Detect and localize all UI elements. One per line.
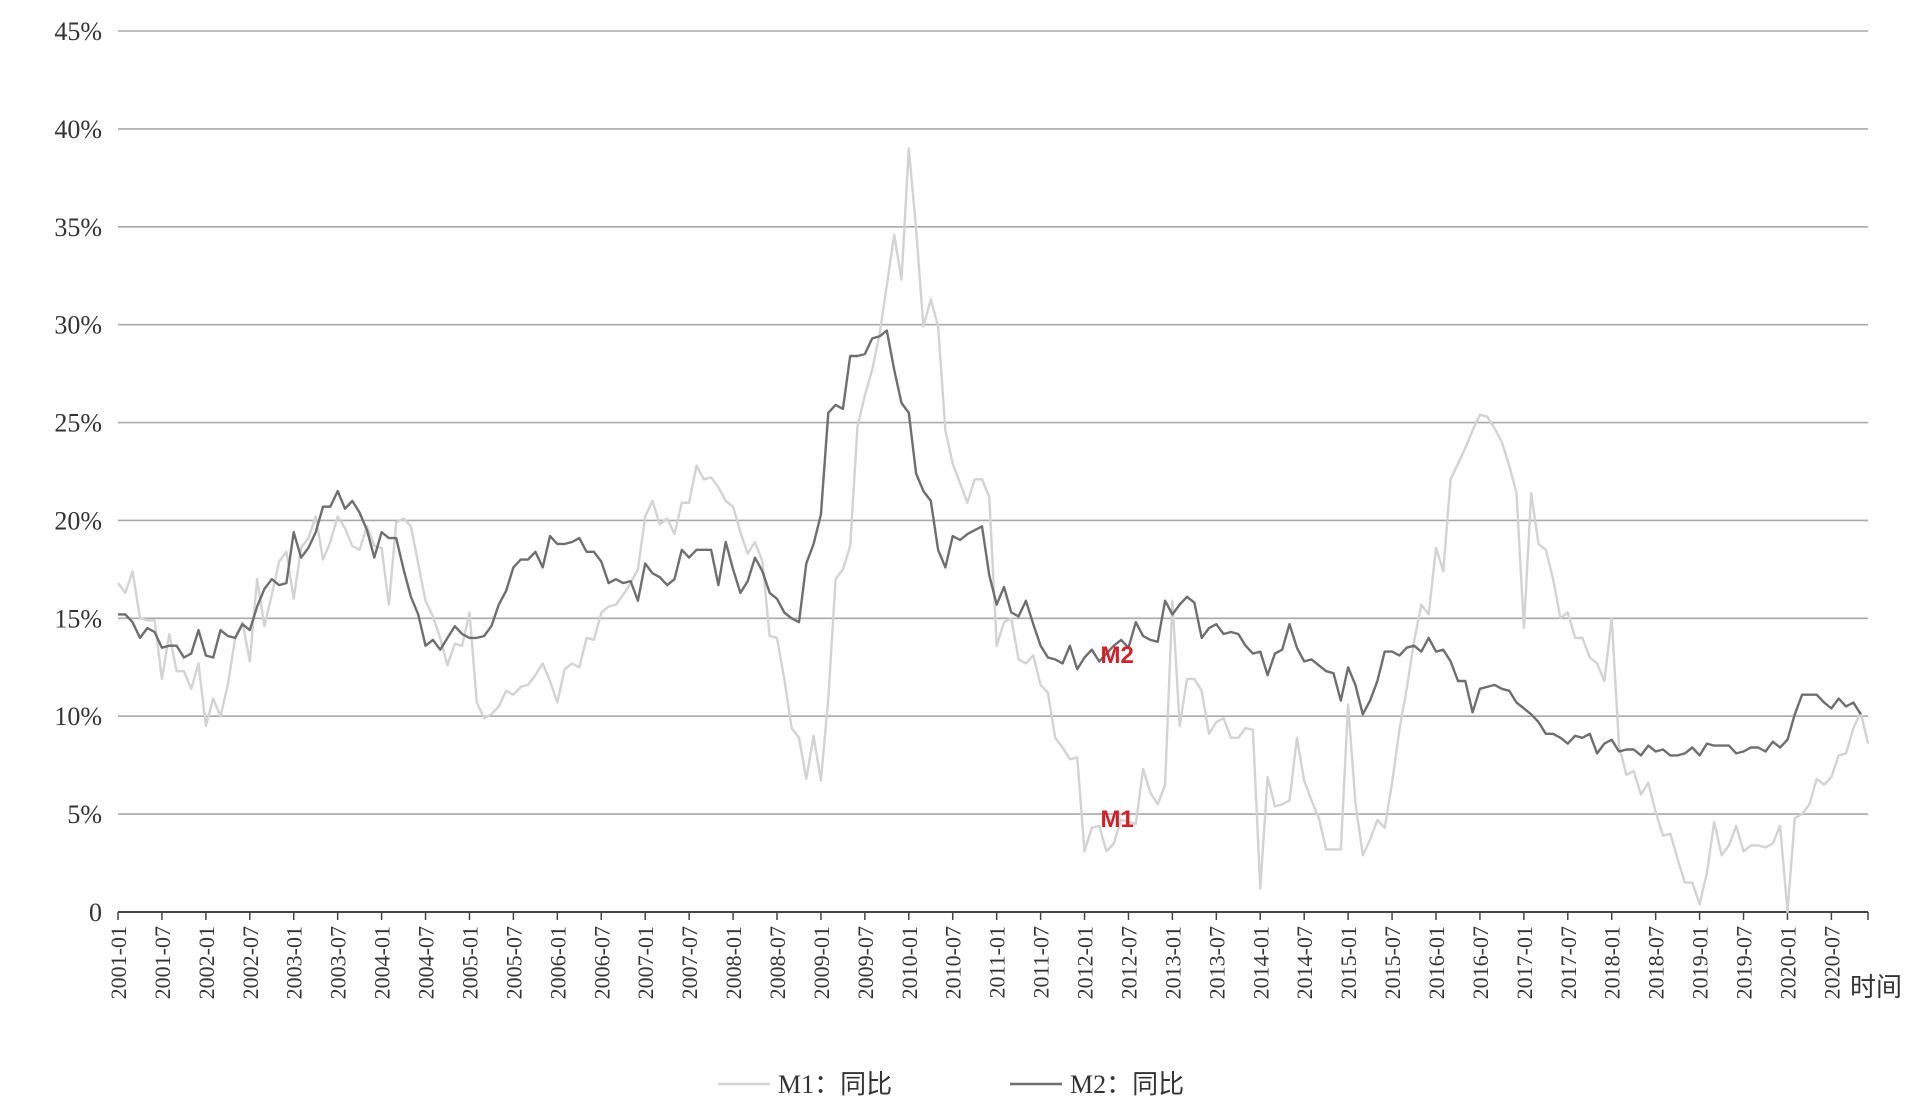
annotation-m2: M2 [1100, 642, 1133, 669]
y-tick-label: 40% [54, 115, 102, 144]
x-tick-label: 2017-07 [1556, 926, 1581, 999]
x-tick-label: 2010-01 [897, 926, 922, 999]
x-tick-label: 2003-07 [326, 926, 351, 999]
annotation-m1: M1 [1100, 806, 1133, 833]
x-tick-label: 2003-01 [282, 926, 307, 999]
legend-label: M1：同比 [778, 1070, 892, 1099]
x-axis-title: 时间 [1850, 973, 1902, 1002]
y-tick-label: 30% [54, 311, 102, 340]
y-tick-label: 10% [54, 702, 102, 731]
series-line-m2 [118, 329, 1862, 757]
x-tick-label: 2016-07 [1468, 926, 1493, 999]
x-tick-label: 2014-07 [1292, 926, 1317, 999]
y-tick-label: 5% [67, 800, 102, 829]
x-tick-label: 2004-07 [414, 926, 439, 999]
series-line-m1 [117, 147, 1870, 914]
y-tick-label: 25% [54, 409, 102, 438]
x-tick-label: 2014-01 [1248, 926, 1273, 999]
x-tick-label: 2013-01 [1160, 926, 1185, 999]
x-tick-label: 2001-01 [106, 926, 131, 999]
legend-label: M2：同比 [1070, 1070, 1184, 1099]
x-axis: 2001-01 2001-07 2002-01 2002-07 2003-01 2003-… [106, 912, 1869, 999]
x-tick-label: 2005-07 [501, 926, 526, 999]
x-tick-label: 2018-01 [1600, 926, 1625, 999]
x-tick-label: 2020-01 [1775, 926, 1800, 999]
x-tick-label: 2015-01 [1336, 926, 1361, 999]
y-tick-label: 15% [54, 604, 102, 633]
x-tick-label: 2012-07 [1116, 926, 1141, 999]
y-axis-ticks: 0 5% 10% 15% 20% 25% 30% 35% 40% 45% [54, 17, 102, 927]
y-tick-label: 45% [54, 17, 102, 46]
x-tick-label: 2004-01 [370, 926, 395, 999]
x-tick-label: 2011-01 [985, 926, 1010, 999]
x-tick-label: 2007-01 [633, 926, 658, 999]
x-tick-label: 2002-01 [194, 926, 219, 999]
y-tick-label: 0 [89, 898, 102, 927]
x-tick-label: 2018-07 [1644, 926, 1669, 999]
x-tick-label: 2001-07 [150, 926, 175, 999]
x-tick-label: 2016-01 [1424, 926, 1449, 999]
x-tick-label: 2006-07 [589, 926, 614, 999]
x-tick-label: 2017-01 [1512, 926, 1537, 999]
legend: M1：同比 M2：同比 [718, 1070, 1184, 1099]
x-tick-label: 2015-07 [1380, 926, 1405, 999]
x-tick-label: 2010-07 [941, 926, 966, 999]
x-tick-label: 2008-07 [765, 926, 790, 999]
x-tick-label: 2006-01 [545, 926, 570, 999]
x-tick-label: 2009-07 [853, 926, 878, 999]
annotations: M2 M1 [1100, 642, 1133, 833]
x-tick-label: 2019-07 [1732, 926, 1757, 999]
series-lines [117, 147, 1870, 914]
x-tick-label: 2008-01 [721, 926, 746, 999]
x-tick-label: 2011-07 [1029, 926, 1054, 999]
x-tick-label: 2020-07 [1819, 926, 1844, 999]
y-tick-label: 35% [54, 213, 102, 242]
x-tick-label: 2005-01 [457, 926, 482, 999]
y-tick-label: 20% [54, 506, 102, 535]
x-tick-label: 2002-07 [238, 926, 263, 999]
gridlines [118, 30, 1868, 913]
x-tick-label: 2019-01 [1688, 926, 1713, 999]
x-tick-label: 2012-01 [1073, 926, 1098, 999]
x-tick-label: 2009-01 [809, 926, 834, 999]
x-tick-label: 2007-07 [677, 926, 702, 999]
x-tick-label: 2013-07 [1204, 926, 1229, 999]
